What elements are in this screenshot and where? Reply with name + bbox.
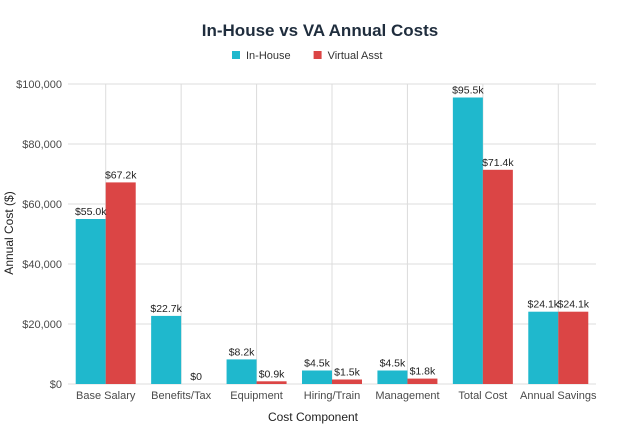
bar-virtual-asst [407, 378, 438, 384]
y-axis-label: Annual Cost ($) [2, 191, 16, 274]
bar-labels: $55.0k $67.2k $22.7k $0 $8.2k $0.9k $4.5k $1.5k… [75, 85, 590, 384]
y-tick-label: $20,000 [22, 319, 62, 331]
legend-swatch [313, 51, 322, 59]
bar-in-house [528, 311, 559, 384]
bar-data-label: $71.4k [482, 157, 514, 169]
bar-in-house [75, 219, 106, 384]
bar-data-label: $4.5k [380, 358, 406, 370]
x-tick-label: Benefits/Tax [151, 390, 211, 402]
bar-virtual-asst [332, 379, 362, 384]
legend-label: In-House [246, 50, 291, 62]
bar-data-label: $95.5k [452, 85, 484, 97]
bar-virtual-asst [482, 169, 513, 384]
y-axis-ticks: $0 $20,000 $40,000 $60,000 $80,000 $100,000 [16, 79, 62, 391]
bars [75, 97, 589, 384]
legend-swatch [232, 51, 240, 59]
bar-data-label: $67.2k [105, 169, 137, 181]
legend: In-House Virtual Asst [232, 50, 382, 62]
bar-data-label: $0.9k [259, 368, 285, 380]
y-tick-label: $0 [50, 379, 62, 391]
y-tick-label: $100,000 [16, 79, 62, 91]
bar-in-house [302, 370, 332, 384]
bar-data-label: $24.1k [558, 299, 590, 311]
bar-data-label: $0 [190, 371, 202, 383]
x-tick-label: Total Cost [458, 390, 507, 402]
y-tick-label: $80,000 [22, 139, 62, 151]
x-tick-label: Equipment [230, 390, 283, 402]
bar-in-house [151, 315, 182, 384]
x-tick-label: Management [375, 390, 439, 402]
bar-data-label: $24.1k [528, 299, 560, 311]
bar-data-label: $1.5k [334, 367, 360, 379]
x-axis-label: Cost Component [268, 410, 359, 424]
gridlines [68, 83, 596, 385]
bar-virtual-asst [256, 381, 287, 384]
bar-in-house [226, 359, 257, 384]
x-tick-label: Base Salary [76, 390, 136, 402]
legend-label: Virtual Asst [328, 50, 383, 62]
bar-data-label: $55.0k [75, 206, 107, 218]
bar-data-label: $4.5k [304, 358, 330, 370]
bar-data-label: $1.8k [410, 366, 436, 378]
bar-data-label: $8.2k [229, 346, 255, 358]
x-tick-label: Hiring/Train [304, 390, 360, 402]
bar-in-house [452, 97, 483, 384]
chart-title: In-House vs VA Annual Costs [202, 21, 438, 40]
bar-virtual-asst [558, 311, 589, 384]
bar-data-label: $22.7k [150, 303, 182, 315]
y-tick-label: $60,000 [22, 199, 62, 211]
y-tick-label: $40,000 [22, 259, 62, 271]
x-axis-ticks: Base Salary Benefits/Tax Equipment Hiring/T… [76, 390, 597, 402]
bar-in-house [377, 370, 408, 384]
x-tick-label: Annual Savings [520, 390, 597, 402]
bar-virtual-asst [105, 182, 136, 384]
